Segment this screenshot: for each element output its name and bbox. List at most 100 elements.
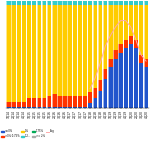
Bar [78,5,82,96]
Bar [144,1,148,5]
Bar [68,96,72,107]
Bar [93,1,97,5]
Bar [42,5,46,98]
Bar [42,107,46,108]
Bar [62,96,67,107]
Bar [134,40,138,48]
Bar [16,1,21,5]
Bar [52,1,57,5]
Bar [62,1,67,5]
Bar [52,5,57,94]
Bar [73,1,77,5]
Bar [98,80,102,91]
Bar [22,1,26,5]
Bar [37,1,41,5]
Bar [22,107,26,108]
Bar [103,1,107,5]
Bar [123,1,128,5]
Bar [6,107,11,108]
Bar [118,44,123,52]
Bar [93,5,97,88]
Bar [16,5,21,102]
Bar [144,5,148,59]
Bar [68,5,72,96]
Bar [37,107,41,108]
Bar [129,1,133,5]
Bar [11,5,16,102]
Bar [83,1,87,5]
Bar [118,5,123,44]
Bar [52,94,57,107]
Bar [123,5,128,40]
Bar [47,96,51,107]
Bar [57,1,62,5]
Bar [11,102,16,107]
Bar [134,48,138,108]
Bar [139,63,143,108]
Bar [37,5,41,98]
Bar [37,98,41,107]
Bar [113,5,118,50]
Bar [27,98,31,107]
Bar [113,1,118,5]
Bar [16,107,21,108]
Bar [73,107,77,108]
Bar [98,5,102,80]
Bar [42,1,46,5]
Bar [139,5,143,55]
Bar [57,5,62,96]
Bar [98,91,102,108]
Bar [78,1,82,5]
Bar [6,1,11,5]
Bar [144,59,148,68]
Bar [57,96,62,107]
Bar [139,1,143,5]
Bar [27,107,31,108]
Bar [78,96,82,107]
Bar [68,1,72,5]
Bar [32,107,36,108]
Bar [62,107,67,108]
Bar [103,5,107,69]
Bar [22,102,26,107]
Bar [68,107,72,108]
Bar [47,1,51,5]
Bar [32,5,36,98]
Bar [16,102,21,107]
Bar [11,1,16,5]
Bar [103,79,107,108]
Bar [83,5,87,96]
Bar [6,5,11,102]
Bar [129,36,133,44]
Bar [118,1,123,5]
Bar [88,103,92,108]
Bar [32,98,36,107]
Bar [11,107,16,108]
Bar [129,44,133,108]
Bar [47,5,51,96]
Bar [144,68,148,108]
Bar [57,107,62,108]
Bar [22,5,26,102]
Bar [47,107,51,108]
Bar [88,5,92,92]
Legend: <=0%, >0% 0.75%, 1%, 1.2..., 1.75%, >= 2%, Avg: <=0%, >0% 0.75%, 1%, 1.2..., 1.75%, >= 2… [0,128,56,139]
Bar [108,5,112,59]
Bar [134,5,138,40]
Bar [113,50,118,59]
Bar [108,68,112,108]
Bar [32,1,36,5]
Bar [83,96,87,107]
Bar [134,1,138,5]
Bar [93,98,97,108]
Bar [108,59,112,68]
Bar [27,1,31,5]
Bar [139,55,143,63]
Bar [83,107,87,108]
Bar [73,96,77,107]
Bar [88,1,92,5]
Bar [123,40,128,48]
Bar [52,107,57,108]
Bar [103,69,107,79]
Bar [73,5,77,96]
